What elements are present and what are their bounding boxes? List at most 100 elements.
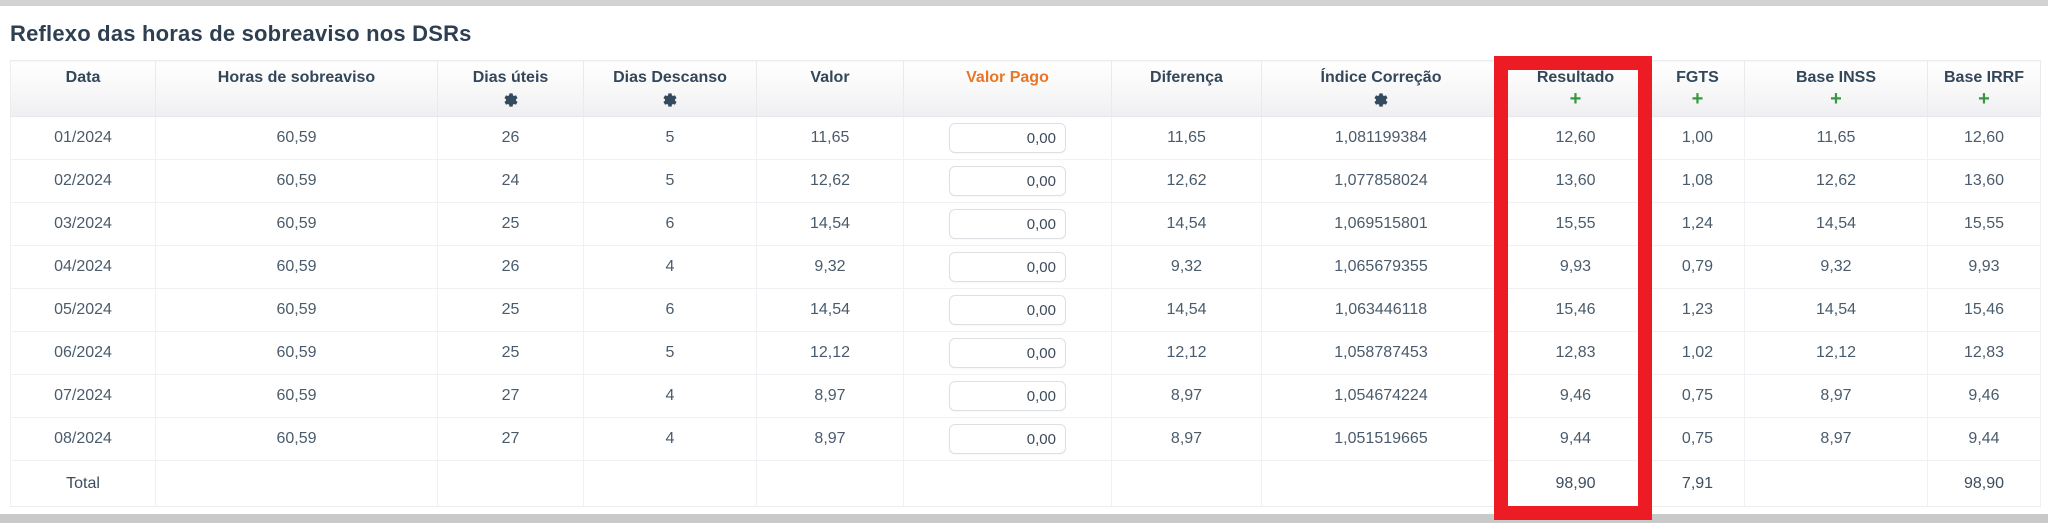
cell-data: 04/2024 <box>10 245 156 289</box>
column-header-valor-pago: Valor Pago <box>903 60 1112 117</box>
column-label: Data <box>65 69 101 86</box>
plus-icon[interactable]: + <box>1569 88 1582 110</box>
column-header-data: Data <box>10 60 156 117</box>
cell-base-irrf: 13,60 <box>1927 159 2041 203</box>
cell-fgts: 1,02 <box>1650 331 1745 375</box>
column-label: Resultado <box>1536 69 1615 86</box>
cell-valor-pago <box>903 116 1112 160</box>
cell-horas-sobreaviso: 60,59 <box>155 159 438 203</box>
cell-base-irrf: 12,60 <box>1927 116 2041 160</box>
cell-base-inss: 8,97 <box>1744 374 1928 418</box>
column-header-fgts: FGTS + <box>1650 60 1745 117</box>
total-fgts: 7,91 <box>1650 460 1745 507</box>
cell-diferenca: 12,12 <box>1111 331 1262 375</box>
cell-valor: 11,65 <box>756 116 904 160</box>
cell-valor: 12,62 <box>756 159 904 203</box>
cell-valor: 12,12 <box>756 331 904 375</box>
cell-indice-correcao: 1,058787453 <box>1261 331 1501 375</box>
cell-valor-pago <box>903 417 1112 461</box>
valor-pago-input[interactable] <box>949 166 1066 196</box>
valor-pago-input[interactable] <box>949 338 1066 368</box>
valor-pago-input[interactable] <box>949 123 1066 153</box>
cell-indice-correcao: 1,077858024 <box>1261 159 1501 203</box>
cell-resultado: 9,93 <box>1500 245 1651 289</box>
column-label: Dias úteis <box>472 69 549 86</box>
cell-diferenca: 14,54 <box>1111 202 1262 246</box>
column-header-horas-sobreaviso: Horas de sobreaviso <box>155 60 438 117</box>
cell-base-inss: 11,65 <box>1744 116 1928 160</box>
cell-data: 07/2024 <box>10 374 156 418</box>
cell-indice-correcao: 1,063446118 <box>1261 288 1501 332</box>
total-resultado: 98,90 <box>1500 460 1651 507</box>
plus-icon[interactable]: + <box>1691 88 1704 110</box>
column-header-diferenca: Diferença <box>1111 60 1262 117</box>
valor-pago-input[interactable] <box>949 381 1066 411</box>
cell-valor-pago <box>903 159 1112 203</box>
cell-resultado: 9,46 <box>1500 374 1651 418</box>
cell-horas-sobreaviso: 60,59 <box>155 417 438 461</box>
cell-base-inss: 14,54 <box>1744 202 1928 246</box>
dsr-reflex-table: Data Horas de sobreaviso Dias úteis Dias… <box>10 60 2041 507</box>
column-label: Índice Correção <box>1320 69 1442 86</box>
cell-base-irrf: 9,44 <box>1927 417 2041 461</box>
column-label: Valor Pago <box>966 69 1049 86</box>
cell-diferenca: 9,32 <box>1111 245 1262 289</box>
table-row: 05/2024 60,59 25 6 14,54 14,54 1,0634461… <box>10 288 2041 332</box>
cell-dias-uteis: 24 <box>437 159 584 203</box>
top-scrollbar-track[interactable] <box>0 0 2048 6</box>
cell-fgts: 1,24 <box>1650 202 1745 246</box>
cell-valor: 14,54 <box>756 288 904 332</box>
column-header-valor: Valor <box>756 60 904 117</box>
column-header-dias-descanso: Dias Descanso <box>583 60 757 117</box>
column-label: Horas de sobreaviso <box>217 69 376 86</box>
cell-data: 05/2024 <box>10 288 156 332</box>
cell-base-irrf: 9,93 <box>1927 245 2041 289</box>
cell-indice-correcao: 1,069515801 <box>1261 202 1501 246</box>
cell-data: 02/2024 <box>10 159 156 203</box>
cell-fgts: 1,23 <box>1650 288 1745 332</box>
valor-pago-input[interactable] <box>949 424 1066 454</box>
column-label: FGTS <box>1676 69 1719 86</box>
table-row: 07/2024 60,59 27 4 8,97 8,97 1,054674224… <box>10 374 2041 418</box>
column-header-base-inss: Base INSS + <box>1744 60 1928 117</box>
gear-icon[interactable] <box>662 92 678 108</box>
cell-fgts: 1,00 <box>1650 116 1745 160</box>
total-base-irrf: 98,90 <box>1927 460 2041 507</box>
cell-resultado: 13,60 <box>1500 159 1651 203</box>
cell-indice-correcao: 1,054674224 <box>1261 374 1501 418</box>
cell-base-inss: 14,54 <box>1744 288 1928 332</box>
column-header-resultado: Resultado + <box>1500 60 1651 117</box>
cell-valor-pago <box>903 245 1112 289</box>
table-row: 03/2024 60,59 25 6 14,54 14,54 1,0695158… <box>10 202 2041 246</box>
cell-dias-uteis: 27 <box>437 374 584 418</box>
table-row: 02/2024 60,59 24 5 12,62 12,62 1,0778580… <box>10 159 2041 203</box>
cell-valor: 14,54 <box>756 202 904 246</box>
table-row: 06/2024 60,59 25 5 12,12 12,12 1,0587874… <box>10 331 2041 375</box>
gear-icon[interactable] <box>1373 92 1389 108</box>
cell-valor: 8,97 <box>756 374 904 418</box>
table-body: 01/2024 60,59 26 5 11,65 11,65 1,0811993… <box>10 116 2041 461</box>
valor-pago-input[interactable] <box>949 209 1066 239</box>
cell-resultado: 15,55 <box>1500 202 1651 246</box>
column-label: Valor <box>810 69 850 86</box>
valor-pago-input[interactable] <box>949 295 1066 325</box>
cell-diferenca: 12,62 <box>1111 159 1262 203</box>
cell-base-inss: 12,12 <box>1744 331 1928 375</box>
bottom-scrollbar-track[interactable] <box>0 514 2048 523</box>
cell-horas-sobreaviso: 60,59 <box>155 245 438 289</box>
cell-indice-correcao: 1,081199384 <box>1261 116 1501 160</box>
plus-icon[interactable]: + <box>1978 88 1990 110</box>
plus-icon[interactable]: + <box>1830 88 1842 110</box>
gear-icon[interactable] <box>503 92 519 108</box>
cell-horas-sobreaviso: 60,59 <box>155 331 438 375</box>
cell-dias-descanso: 4 <box>583 374 757 418</box>
cell-data: 08/2024 <box>10 417 156 461</box>
page-title: Reflexo das horas de sobreaviso nos DSRs <box>10 21 472 46</box>
cell-data: 03/2024 <box>10 202 156 246</box>
cell-base-inss: 12,62 <box>1744 159 1928 203</box>
cell-dias-uteis: 25 <box>437 202 584 246</box>
cell-data: 06/2024 <box>10 331 156 375</box>
cell-resultado: 12,60 <box>1500 116 1651 160</box>
valor-pago-input[interactable] <box>949 252 1066 282</box>
